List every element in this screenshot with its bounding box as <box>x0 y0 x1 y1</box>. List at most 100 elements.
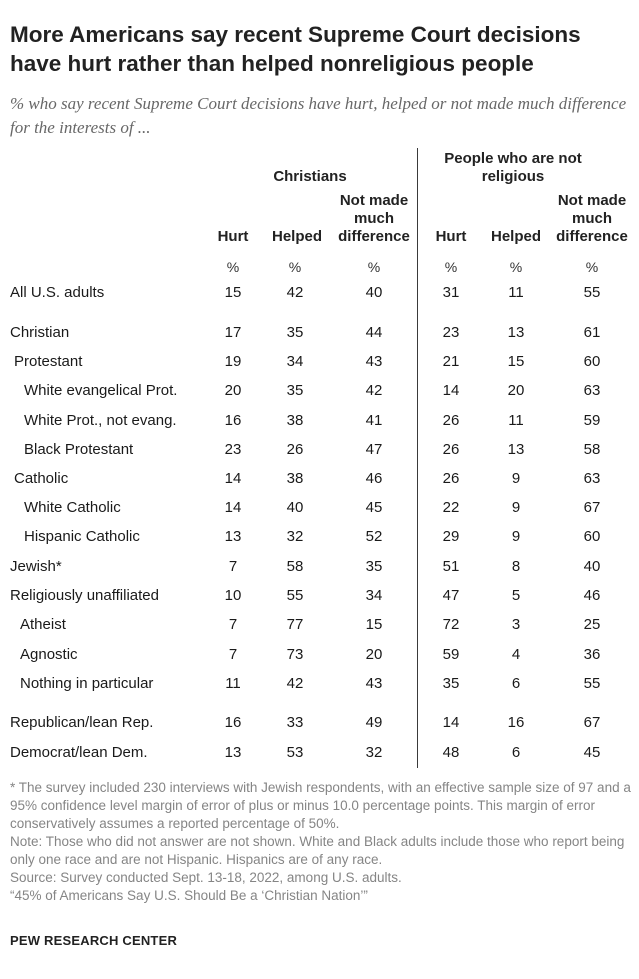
table-cell: 23 <box>442 324 460 341</box>
table-row: Religiously unaffiliated 10 55 34 47 5 46 <box>0 586 639 606</box>
table-cell: 7 <box>228 558 238 575</box>
table-cell: 35 <box>365 558 383 575</box>
table-cell: 29 <box>442 528 460 545</box>
table-cell: 9 <box>511 528 521 545</box>
table-cell: 72 <box>442 616 460 633</box>
table-cell: 35 <box>286 324 304 341</box>
col-header-hurt: Hurt <box>435 228 467 245</box>
table-cell: 14 <box>442 714 460 731</box>
table-cell: 15 <box>365 616 383 633</box>
col-header-hurt: Hurt <box>217 228 249 245</box>
table-cell: 14 <box>224 470 242 487</box>
chart-title: More Americans say recent Supreme Court … <box>10 22 581 76</box>
table-cell: 15 <box>507 353 525 370</box>
table-cell: 47 <box>365 441 383 458</box>
table-cell: 45 <box>365 499 383 516</box>
percent-unit: % <box>444 259 458 275</box>
col-header-helped: Helped <box>490 228 541 245</box>
table-cell: 42 <box>365 382 383 399</box>
table-cell: 34 <box>365 587 383 604</box>
table-cell: 21 <box>442 353 460 370</box>
table-row: Catholic 14 38 46 26 9 63 <box>0 469 639 489</box>
table-cell: 60 <box>583 528 601 545</box>
table-cell: 15 <box>224 284 242 301</box>
table-cell: 17 <box>224 324 242 341</box>
table-cell: 16 <box>507 714 525 731</box>
table-cell: 31 <box>442 284 460 301</box>
row-label: Catholic <box>14 470 69 487</box>
table-cell: 26 <box>286 441 304 458</box>
table-cell: 7 <box>228 646 238 663</box>
table-cell: 46 <box>365 470 383 487</box>
table-cell: 53 <box>286 744 304 761</box>
table-cell: 19 <box>224 353 242 370</box>
table-row: Hispanic Catholic 13 32 52 29 9 60 <box>0 527 639 547</box>
table-row: Jewish* 7 58 35 51 8 40 <box>0 557 639 577</box>
table-cell: 61 <box>583 324 601 341</box>
table-cell: 25 <box>583 616 601 633</box>
table-cell: 47 <box>442 587 460 604</box>
percent-unit: % <box>585 259 599 275</box>
table-row: Nothing in particular 11 42 43 35 6 55 <box>0 674 639 694</box>
table-cell: 20 <box>365 646 383 663</box>
table-row: All U.S. adults 15 42 40 31 11 55 <box>0 283 639 303</box>
row-label: Atheist <box>20 616 66 633</box>
table-cell: 35 <box>286 382 304 399</box>
table-cell: 8 <box>511 558 521 575</box>
table-cell: 42 <box>286 284 304 301</box>
table-cell: 11 <box>508 412 524 429</box>
table-cell: 11 <box>225 675 241 692</box>
table-cell: 16 <box>224 412 242 429</box>
table-cell: 42 <box>286 675 304 692</box>
table-cell: 60 <box>583 353 601 370</box>
table-cell: 49 <box>365 714 383 731</box>
table-cell: 23 <box>224 441 242 458</box>
table-cell: 4 <box>511 646 521 663</box>
table-cell: 46 <box>583 587 601 604</box>
table-row: White evangelical Prot. 20 35 42 14 20 63 <box>0 381 639 401</box>
table-cell: 55 <box>583 284 601 301</box>
table-cell: 10 <box>224 587 242 604</box>
table-cell: 22 <box>442 499 460 516</box>
table-cell: 3 <box>511 616 521 633</box>
row-label: Hispanic Catholic <box>24 528 140 545</box>
table-cell: 9 <box>511 470 521 487</box>
table-cell: 43 <box>365 675 383 692</box>
table-cell: 20 <box>224 382 242 399</box>
table-cell: 5 <box>511 587 521 604</box>
row-label: Democrat/lean Dem. <box>10 744 148 761</box>
table-cell: 67 <box>583 714 601 731</box>
table-cell: 52 <box>365 528 383 545</box>
col-header-helped: Helped <box>271 228 322 245</box>
table-row: White Prot., not evang. 16 38 41 26 11 59 <box>0 411 639 431</box>
table-cell: 67 <box>583 499 601 516</box>
percent-unit: % <box>367 259 381 275</box>
column-divider <box>417 148 418 768</box>
table-cell: 33 <box>286 714 304 731</box>
table-cell: 51 <box>442 558 460 575</box>
table-cell: 13 <box>224 744 242 761</box>
table-cell: 38 <box>286 412 304 429</box>
table-cell: 73 <box>286 646 304 663</box>
table-cell: 63 <box>583 470 601 487</box>
percent-unit: % <box>226 259 240 275</box>
footnote-jewish-sample: * The survey included 230 interviews wit… <box>10 780 631 831</box>
col-header-not-made-difference: Not made much difference <box>338 192 410 245</box>
group-header-not-religious: People who are not religious <box>444 150 582 185</box>
table-cell: 48 <box>442 744 460 761</box>
table-cell: 26 <box>442 441 460 458</box>
table-cell: 6 <box>511 675 521 692</box>
table-cell: 55 <box>583 675 601 692</box>
table-cell: 13 <box>507 324 525 341</box>
table-row: Black Protestant 23 26 47 26 13 58 <box>0 440 639 460</box>
table-row: Democrat/lean Dem. 13 53 32 48 6 45 <box>0 743 639 763</box>
table-cell: 13 <box>507 441 525 458</box>
table-cell: 55 <box>286 587 304 604</box>
row-label: White Prot., not evang. <box>24 412 177 429</box>
footnote-source: Source: Survey conducted Sept. 13-18, 20… <box>10 870 402 885</box>
table-cell: 41 <box>365 412 383 429</box>
table-cell: 20 <box>507 382 525 399</box>
row-label: Christian <box>10 324 70 341</box>
table-cell: 14 <box>224 499 242 516</box>
table-cell: 77 <box>286 616 304 633</box>
